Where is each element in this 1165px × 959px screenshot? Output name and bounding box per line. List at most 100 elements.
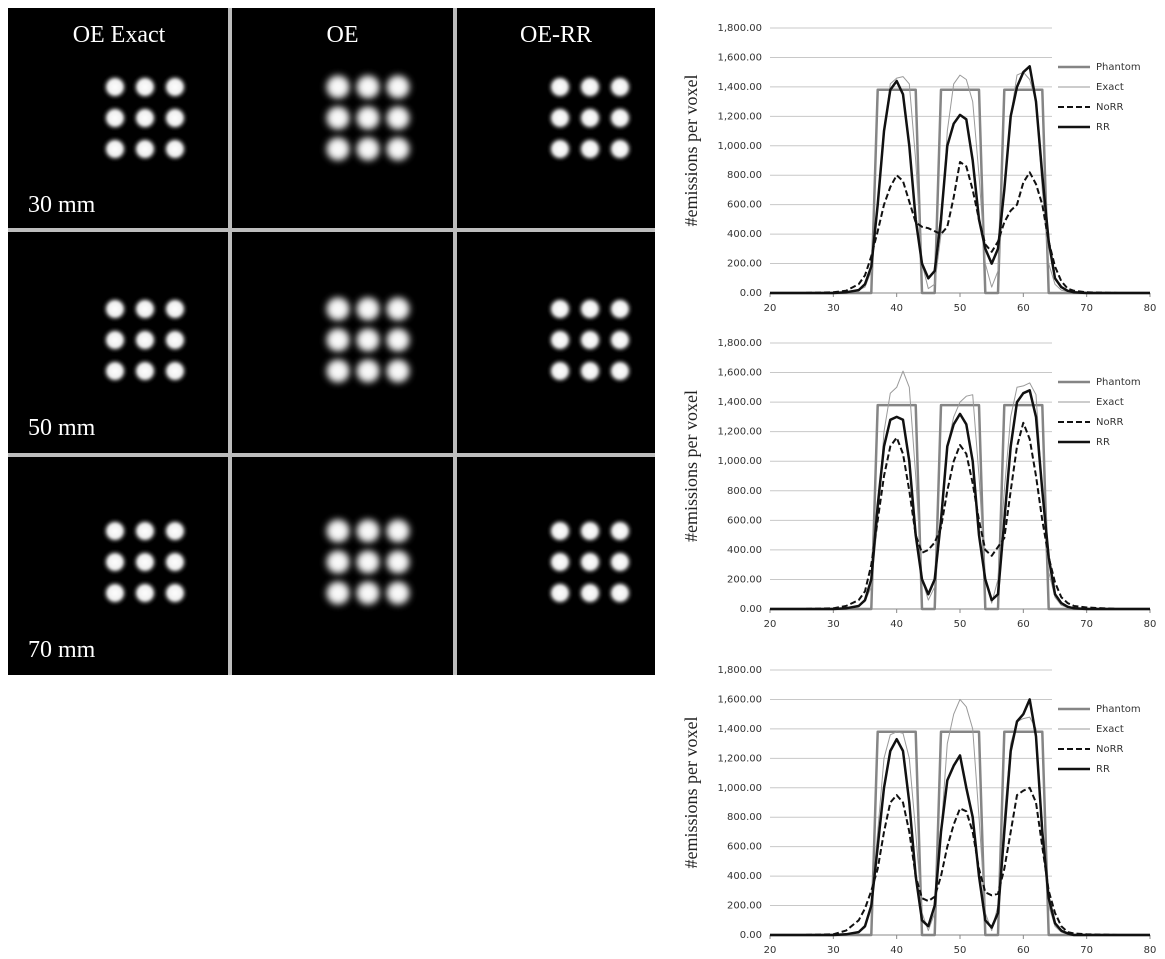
series-line: [770, 390, 1150, 609]
phantom-spot: [607, 105, 633, 131]
row-label: 50 mm: [28, 415, 96, 441]
y-tick-label: 200.00: [727, 574, 762, 585]
series-line: [770, 405, 1150, 609]
y-tick-label: 600.00: [727, 842, 762, 853]
y-tick-label: 800.00: [727, 170, 762, 181]
phantom-spot: [352, 71, 384, 103]
y-tick-label: 0.00: [740, 288, 762, 299]
y-tick-label: 1,200.00: [717, 753, 762, 764]
phantom-spot: [162, 580, 188, 606]
phantom-spot: [102, 549, 128, 575]
phantom-spot: [382, 355, 414, 387]
series-line: [770, 72, 1150, 293]
y-tick-label: 0.00: [740, 930, 762, 941]
y-tick-label: 1,800.00: [717, 665, 762, 676]
legend-label: Exact: [1096, 82, 1124, 93]
phantom-spot: [607, 580, 633, 606]
column-title: OE Exact: [73, 22, 166, 48]
phantom-spot: [322, 133, 354, 165]
phantom-spot: [132, 74, 158, 100]
phantom-spot: [352, 355, 384, 387]
phantom-spot: [547, 580, 573, 606]
phantom-spot: [132, 105, 158, 131]
y-tick-label: 600.00: [727, 200, 762, 211]
x-tick-label: 80: [1144, 945, 1157, 956]
phantom-spot: [102, 136, 128, 162]
series-line: [770, 66, 1150, 293]
y-axis-label: #emissions per voxel: [681, 717, 701, 869]
phantom-spot: [547, 74, 573, 100]
x-tick-label: 50: [954, 619, 967, 630]
y-tick-label: 800.00: [727, 812, 762, 823]
phantom-spot: [162, 518, 188, 544]
row-label: 30 mm: [28, 192, 96, 218]
x-tick-label: 20: [764, 945, 777, 956]
x-tick-label: 60: [1017, 303, 1030, 314]
y-tick-label: 400.00: [727, 871, 762, 882]
figure: OE ExactOEOE-RR30 mm50 mm70 mm0.00200.00…: [0, 0, 1165, 959]
phantom-spot: [577, 518, 603, 544]
phantom-spot: [577, 549, 603, 575]
phantom-spot: [162, 105, 188, 131]
phantom-spot: [322, 71, 354, 103]
x-tick-label: 50: [954, 945, 967, 956]
y-tick-label: 1,600.00: [717, 52, 762, 63]
x-tick-label: 70: [1080, 303, 1093, 314]
x-tick-label: 30: [827, 619, 840, 630]
phantom-spot: [607, 74, 633, 100]
phantom-spot: [352, 102, 384, 134]
y-tick-label: 0.00: [740, 604, 762, 615]
phantom-spot: [162, 296, 188, 322]
phantom-spot: [547, 518, 573, 544]
phantom-spot: [382, 515, 414, 547]
phantom-spot: [577, 296, 603, 322]
separator: [228, 8, 232, 675]
phantom-spot: [132, 549, 158, 575]
phantom-spot: [102, 327, 128, 353]
x-tick-label: 60: [1017, 619, 1030, 630]
phantom-spot: [352, 546, 384, 578]
phantom-spot: [547, 296, 573, 322]
phantom-spot: [577, 580, 603, 606]
phantom-spot: [577, 105, 603, 131]
separator: [8, 228, 655, 232]
column-title: OE-RR: [520, 22, 592, 48]
phantom-spot: [577, 74, 603, 100]
legend-label: NoRR: [1096, 744, 1124, 755]
phantom-spot: [132, 518, 158, 544]
phantom-spot: [607, 358, 633, 384]
phantom-spot: [162, 549, 188, 575]
y-axis-label: #emissions per voxel: [681, 390, 701, 542]
legend-label: NoRR: [1096, 102, 1124, 113]
legend-label: NoRR: [1096, 417, 1124, 428]
legend-label: Phantom: [1096, 62, 1141, 73]
y-tick-label: 1,800.00: [717, 338, 762, 349]
series-line: [770, 732, 1150, 935]
x-tick-label: 80: [1144, 619, 1157, 630]
phantom-spot: [352, 324, 384, 356]
y-tick-label: 1,000.00: [717, 783, 762, 794]
legend-label: RR: [1096, 122, 1110, 133]
phantom-spot: [162, 358, 188, 384]
phantom-spot: [382, 577, 414, 609]
phantom-spot: [547, 549, 573, 575]
phantom-spot: [132, 296, 158, 322]
phantom-spot: [102, 74, 128, 100]
phantom-spot: [132, 580, 158, 606]
phantom-spot: [547, 327, 573, 353]
y-tick-label: 800.00: [727, 486, 762, 497]
phantom-spot: [322, 102, 354, 134]
phantom-spot: [322, 293, 354, 325]
phantom-spot: [382, 546, 414, 578]
phantom-spot: [382, 102, 414, 134]
phantom-spot: [132, 327, 158, 353]
x-tick-label: 40: [890, 303, 903, 314]
separator: [8, 453, 655, 457]
x-tick-label: 20: [764, 303, 777, 314]
phantom-spot: [607, 549, 633, 575]
phantom-spot: [382, 133, 414, 165]
y-tick-label: 1,000.00: [717, 141, 762, 152]
series-line: [770, 371, 1150, 609]
phantom-spot: [577, 136, 603, 162]
legend-label: RR: [1096, 764, 1110, 775]
